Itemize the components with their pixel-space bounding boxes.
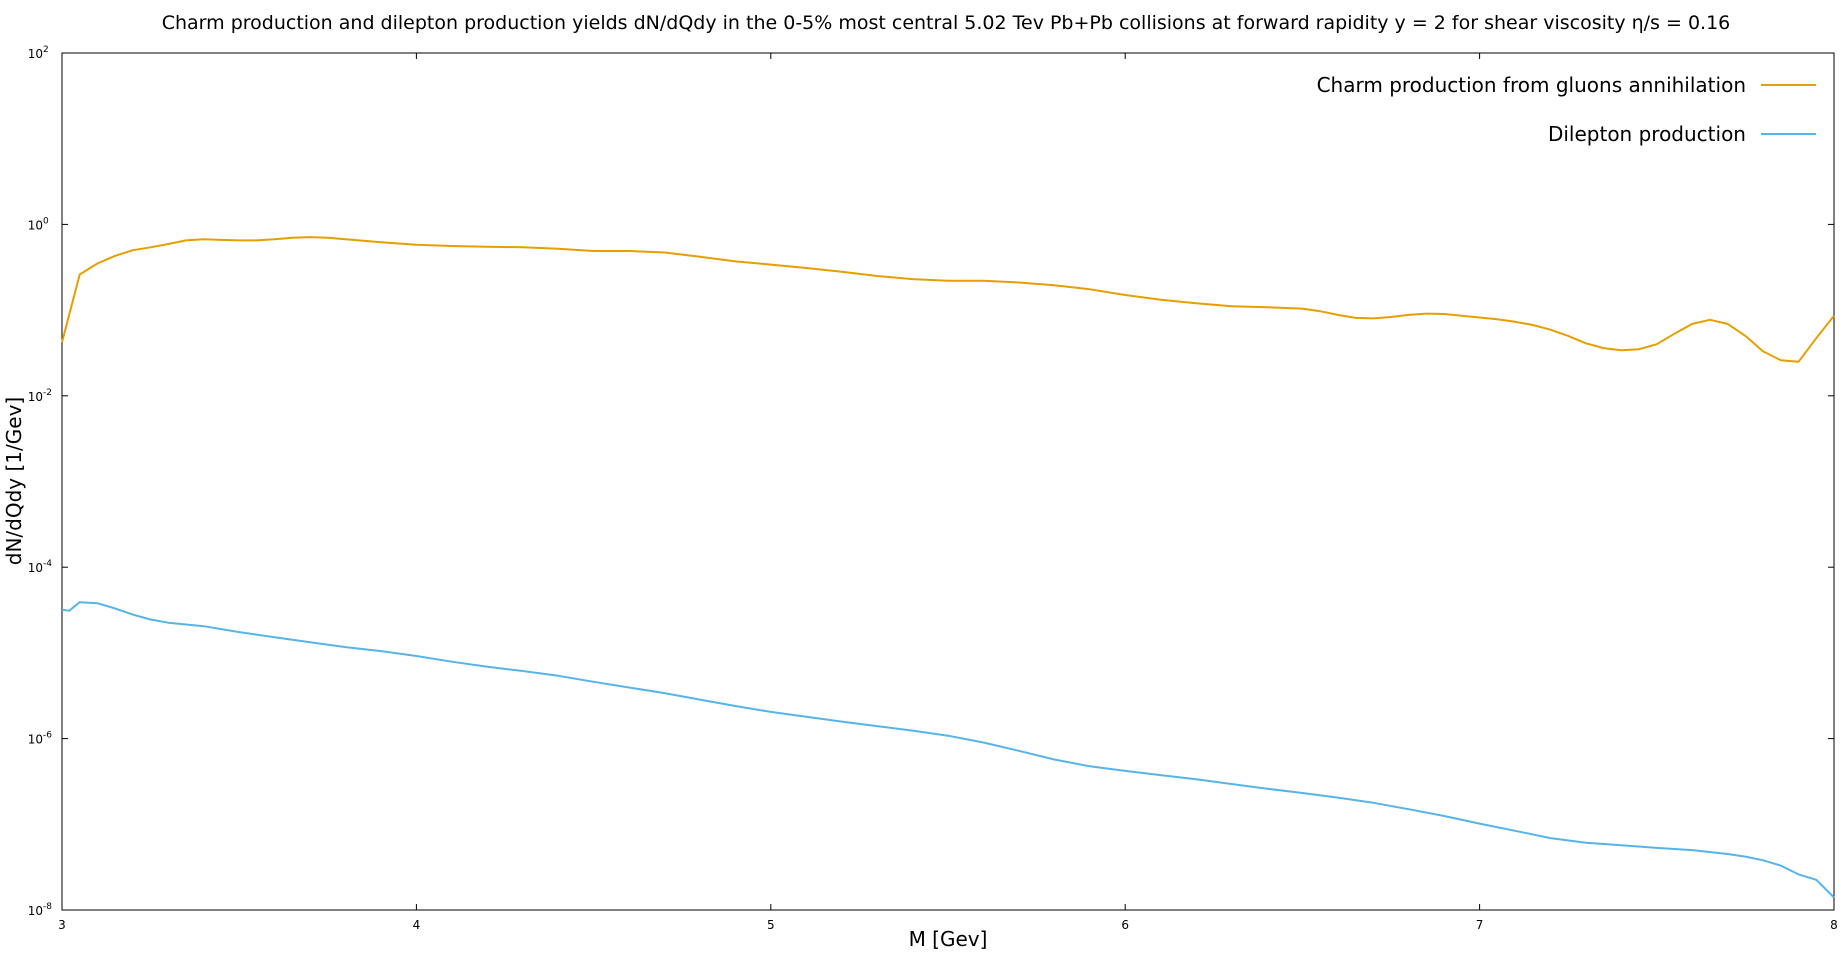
y-tick-label: 10 -4 [28, 559, 53, 575]
y-tick-exponent: -2 [43, 388, 52, 398]
x-axis-ticks: 3 4 5 6 7 8 [58, 53, 1838, 932]
y-tick-label: 10 0 [28, 216, 49, 232]
y-tick-exponent: -4 [43, 559, 52, 569]
x-tick-label: 3 [58, 918, 66, 932]
legend-label: Dilepton production [1548, 122, 1746, 146]
x-tick-label: 4 [413, 918, 421, 932]
y-tick-base: 10 [28, 47, 43, 61]
y-tick-base: 10 [28, 218, 43, 232]
x-tick-label: 5 [767, 918, 775, 932]
series-line [61, 236, 1835, 363]
y-tick-base: 10 [28, 390, 43, 404]
y-tick-exponent: -6 [43, 731, 52, 741]
series-line [61, 601, 1835, 899]
y-tick-base: 10 [28, 561, 43, 575]
y-tick-label: 10 -2 [28, 388, 52, 404]
plot-area-frame [61, 52, 1835, 911]
legend: Charm production from gluons annihilatio… [1317, 73, 1816, 146]
y-tick-exponent: 2 [43, 45, 49, 55]
x-tick-label: 6 [1121, 918, 1129, 932]
series-lines [61, 236, 1835, 899]
y-tick-label: 10 -6 [28, 731, 53, 747]
y-tick-exponent: -8 [43, 902, 52, 912]
legend-label: Charm production from gluons annihilatio… [1317, 73, 1746, 97]
y-tick-base: 10 [28, 733, 43, 747]
x-tick-label: 7 [1476, 918, 1484, 932]
y-axis-label: dN/dQdy [1/Gev] [2, 397, 26, 565]
y-tick-label: 10 2 [28, 45, 49, 61]
y-tick-label: 10 -8 [28, 902, 53, 918]
y-tick-base: 10 [28, 904, 43, 918]
chart-title: Charm production and dilepton production… [162, 12, 1731, 34]
x-axis-label: M [Gev] [909, 927, 988, 951]
x-tick-label: 8 [1830, 918, 1838, 932]
y-tick-exponent: 0 [43, 216, 49, 226]
